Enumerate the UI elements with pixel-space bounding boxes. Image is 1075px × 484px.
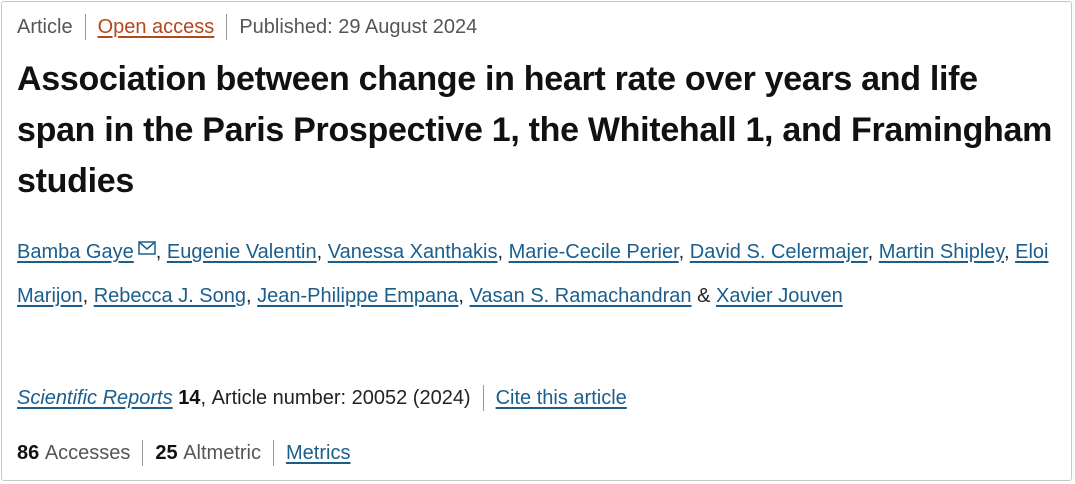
altmetric-count: 25 [155, 441, 178, 464]
author-link[interactable]: Jean-Philippe Empana [257, 285, 459, 307]
metrics-line: 86 Accesses 25 Altmetric Metrics [17, 440, 350, 466]
ampersand: & [697, 285, 711, 307]
author-link[interactable]: Martin Shipley [878, 241, 1004, 263]
comma: , [200, 386, 206, 409]
separator [273, 440, 275, 466]
metrics-link[interactable]: Metrics [286, 441, 351, 464]
altmetric-label: Altmetric [183, 441, 262, 464]
comma: , [316, 241, 323, 263]
article-title: Association between change in heart rate… [17, 60, 1053, 200]
journal-link[interactable]: Scientific Reports [17, 386, 173, 409]
author-link[interactable]: Eugenie Valentin [166, 241, 317, 263]
author-link[interactable]: Xavier Jouven [715, 285, 843, 307]
comma: , [678, 241, 685, 263]
author-link[interactable]: David S. Celermajer [689, 241, 868, 263]
author-link[interactable]: Vanessa Xanthakis [327, 241, 498, 263]
article-number: Article number: 20052 (2024) [211, 386, 471, 409]
comma: , [82, 285, 89, 307]
citation-line: Scientific Reports 14, Article number: 2… [17, 385, 627, 411]
accesses-label: Accesses [44, 441, 131, 464]
separator [482, 385, 484, 411]
meta-line: Article Open access Published: 29 August… [17, 14, 477, 40]
comma: , [867, 241, 874, 263]
comma: , [246, 285, 252, 307]
volume: 14 [178, 386, 201, 409]
author-link[interactable]: Bamba Gaye [17, 241, 134, 263]
open-access-link[interactable]: Open access [97, 15, 215, 38]
author-link[interactable]: Marie-Cecile Perier [508, 241, 679, 263]
accesses-count: 86 [17, 441, 40, 464]
email-icon[interactable] [137, 241, 156, 255]
separator [142, 440, 144, 466]
author-list: Bamba Gaye, Eugenie Valentin, Vanessa Xa… [17, 230, 1062, 318]
published-date: Published: 29 August 2024 [239, 15, 478, 38]
comma: , [155, 241, 162, 263]
author-link[interactable]: Vasan S. Ramachandran [469, 285, 692, 307]
author-link[interactable]: Rebecca J. Song [93, 285, 247, 307]
author-link[interactable]: Eloi Marijon [17, 241, 1049, 307]
separator [84, 14, 86, 40]
separator [226, 14, 228, 40]
comma: , [458, 285, 464, 307]
comma: , [1004, 241, 1010, 263]
comma: , [497, 241, 504, 263]
cite-link[interactable]: Cite this article [495, 386, 627, 409]
article-type: Article [17, 15, 73, 38]
